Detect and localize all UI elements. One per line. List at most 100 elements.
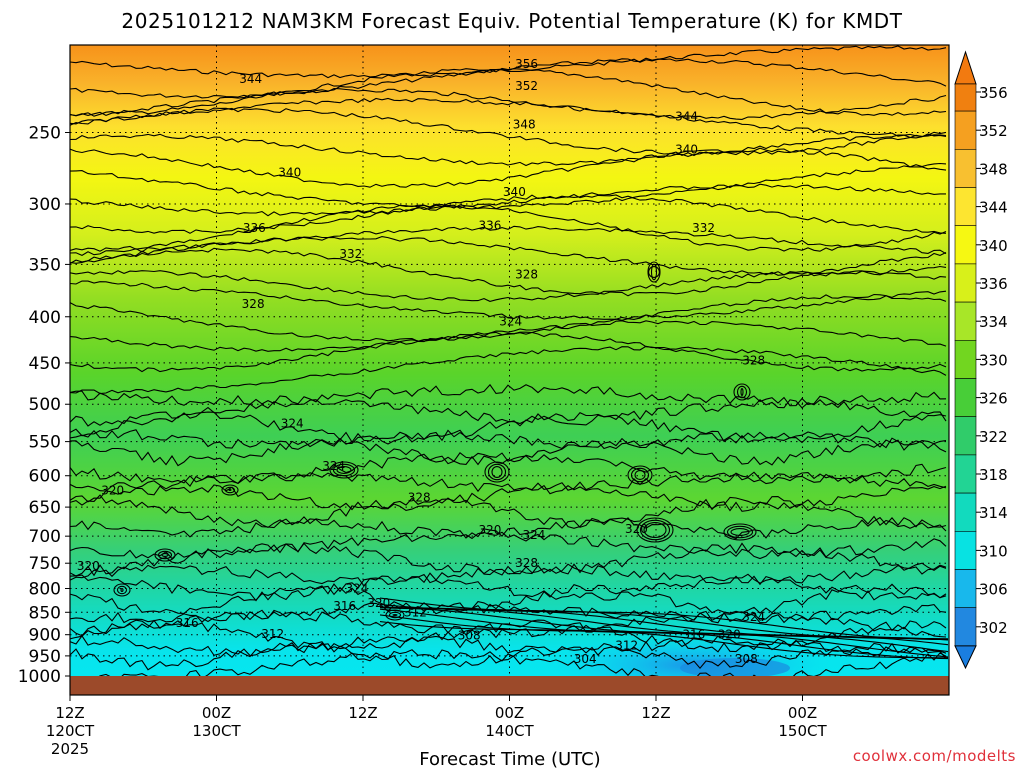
x-tick-label: 00Z bbox=[788, 704, 817, 722]
contour-label-text: 328 bbox=[515, 556, 538, 570]
colorbar-swatch bbox=[954, 187, 977, 227]
contour-label: 344 bbox=[675, 109, 698, 123]
x-tick-label: 12Z bbox=[348, 704, 377, 722]
y-tick-label: 600 bbox=[29, 467, 61, 487]
y-tick-label: 350 bbox=[29, 255, 61, 275]
contour-label: 316 bbox=[176, 616, 199, 630]
colorbar-label: 344 bbox=[979, 199, 1008, 217]
contour-cell bbox=[639, 519, 671, 541]
contour-label-text: 316 bbox=[176, 616, 199, 630]
contour-label-text: 324 bbox=[522, 528, 545, 542]
contour-label: 356 bbox=[515, 57, 538, 71]
contour-line bbox=[70, 320, 947, 352]
contour-label: 324 bbox=[281, 416, 304, 430]
colorbar-swatch bbox=[954, 225, 977, 265]
contour-label-text: 332 bbox=[692, 221, 715, 235]
colorbar-label: 310 bbox=[979, 542, 1008, 560]
contour-cell bbox=[627, 465, 653, 485]
contour-label-text: 304 bbox=[574, 652, 597, 666]
contour-label: 340 bbox=[675, 142, 698, 156]
contour-label-text: 352 bbox=[515, 79, 538, 93]
colorbar-label: 348 bbox=[979, 160, 1008, 178]
contour-line bbox=[70, 494, 947, 529]
contour-line bbox=[70, 133, 947, 167]
x-tick-label: 12Z bbox=[641, 704, 670, 722]
x-tick-label: 2025 bbox=[51, 740, 89, 758]
contour-cell bbox=[224, 486, 236, 494]
y-tick-label: 1000 bbox=[18, 667, 61, 687]
contour-line bbox=[70, 399, 947, 427]
y-tick-label: 400 bbox=[29, 308, 61, 328]
contour-label: 308 bbox=[458, 629, 481, 643]
colorbar-label: 306 bbox=[979, 581, 1008, 599]
cold-pool-core bbox=[680, 658, 790, 676]
contour-cell bbox=[329, 461, 359, 479]
contour-line bbox=[70, 516, 947, 540]
colorbar-swatch bbox=[954, 110, 977, 150]
contour-line bbox=[70, 331, 947, 373]
contour-line bbox=[98, 649, 947, 676]
contour-label: 312 bbox=[615, 638, 638, 652]
contour-cell bbox=[116, 585, 128, 595]
x-tick-label: 140CT bbox=[485, 722, 534, 740]
contour-label-text: 340 bbox=[503, 185, 526, 199]
contour-line bbox=[70, 573, 947, 602]
colorbar-swatch bbox=[954, 416, 977, 456]
contour-label: 320 bbox=[718, 628, 741, 642]
contour-label: 348 bbox=[513, 118, 536, 132]
contour-labels: 356 352 348 344 344 340 340 340 336 336 332 332 328 3… bbox=[77, 57, 765, 666]
colorbar-swatch bbox=[954, 492, 977, 532]
contour-label: 336 bbox=[479, 219, 502, 233]
contour-label: 328 bbox=[515, 556, 538, 570]
contour-label-text: 316 bbox=[333, 599, 356, 613]
contour-label-text: 320 bbox=[101, 483, 124, 497]
contour-label: 324 bbox=[522, 528, 545, 542]
contour-label: 320 bbox=[625, 522, 648, 536]
contour-label: 304 bbox=[574, 652, 597, 666]
colorbar-label: 314 bbox=[979, 504, 1008, 522]
colorbar-swatch bbox=[954, 378, 977, 418]
colorbar-label: 322 bbox=[979, 428, 1008, 446]
contour-label: 320 bbox=[77, 559, 100, 573]
contour-line bbox=[70, 619, 947, 653]
contour-line bbox=[70, 429, 947, 451]
contour-line bbox=[70, 162, 947, 210]
x-tick-label: 150CT bbox=[778, 722, 827, 740]
contour-label-text: 324 bbox=[499, 315, 522, 329]
contour-cell bbox=[161, 553, 169, 557]
grid-lines bbox=[70, 45, 949, 676]
credit-link[interactable]: coolwx.com/modelts bbox=[853, 747, 1016, 765]
colorbar-label: 352 bbox=[979, 122, 1008, 140]
contour-cell bbox=[634, 470, 646, 480]
contour-label-text: 328 bbox=[515, 267, 538, 281]
ground-strip bbox=[70, 676, 949, 695]
contour-label: 312 bbox=[404, 605, 427, 619]
contour-label: 324 bbox=[345, 582, 368, 596]
contour-line bbox=[70, 563, 947, 587]
contour-cell bbox=[484, 461, 510, 483]
contour-line bbox=[70, 471, 947, 493]
contour-label-text: 324 bbox=[281, 416, 304, 430]
contour-label-text: 344 bbox=[239, 72, 262, 86]
contour-line bbox=[70, 542, 947, 577]
colorbar-swatch bbox=[954, 83, 977, 112]
y-tick-label: 300 bbox=[29, 195, 61, 215]
contour-label: 312 bbox=[261, 627, 284, 641]
contour-label-text: 320 bbox=[625, 522, 648, 536]
contour-label-text: 340 bbox=[675, 142, 698, 156]
y-tick-label: 500 bbox=[29, 395, 61, 415]
contour-label-text: 320 bbox=[77, 559, 100, 573]
contour-label: 324 bbox=[499, 315, 522, 329]
contour-label: 328 bbox=[515, 267, 538, 281]
contour-label-text: 324 bbox=[742, 610, 765, 624]
colorbar-swatch bbox=[954, 454, 977, 494]
colorbar-swatch bbox=[954, 149, 977, 188]
contour-label: 316 bbox=[682, 628, 705, 642]
contour-cell bbox=[740, 388, 744, 396]
contour-label: 320 bbox=[101, 483, 124, 497]
contour-label: 344 bbox=[239, 72, 262, 86]
contour-label-text: 336 bbox=[479, 219, 502, 233]
contour-label-text: 320 bbox=[718, 628, 741, 642]
